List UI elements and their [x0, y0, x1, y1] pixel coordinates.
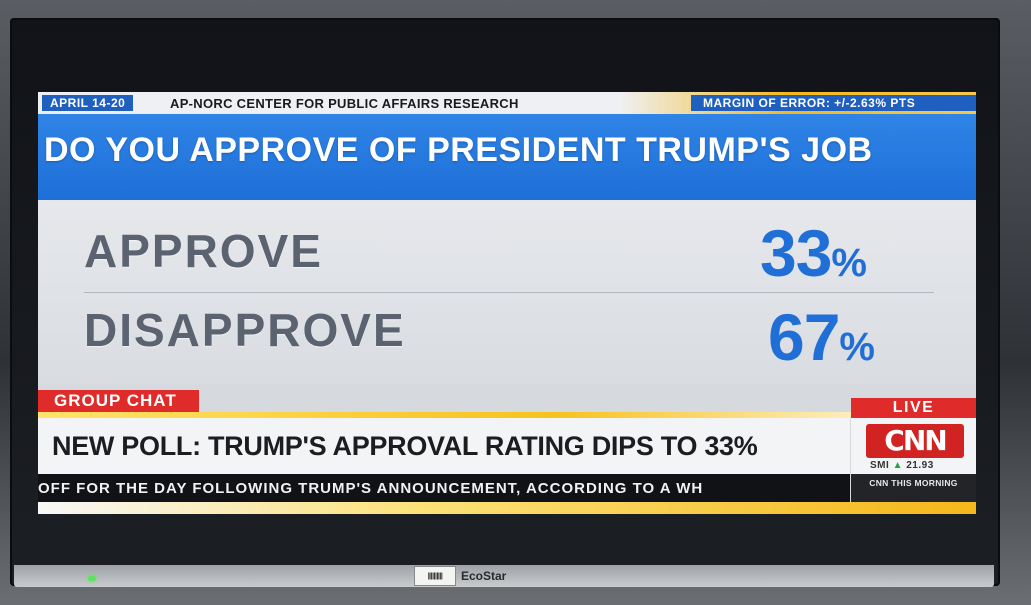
poll-question: DO YOU APPROVE OF PRESIDENT TRUMP'S JOB [44, 131, 873, 169]
cnn-logo-icon: CNN [866, 424, 964, 458]
power-led-icon [88, 576, 96, 581]
approve-value: 33% [760, 220, 867, 296]
news-crawl: OFF FOR THE DAY FOLLOWING TRUMP'S ANNOUN… [38, 480, 704, 497]
results-divider [84, 292, 934, 293]
bottom-accent-stripe [38, 502, 976, 514]
headline: NEW POLL: TRUMP'S APPROVAL RATING DIPS T… [52, 431, 758, 461]
accent-stripe [38, 412, 976, 418]
crawl-bar [38, 474, 850, 502]
question-bar [38, 114, 976, 200]
tv-bezel-bottom [14, 565, 994, 587]
show-name: CNN THIS MORNING [851, 474, 976, 502]
disapprove-unit: % [839, 325, 875, 369]
poll-source: AP-NORC CENTER FOR PUBLIC AFFAIRS RESEAR… [170, 96, 519, 111]
live-badge: LIVE [851, 398, 976, 418]
stock-symbol: SMI [870, 460, 890, 471]
disapprove-label: DISAPPROVE [84, 304, 406, 356]
tv-brand-label: EcoStar [461, 569, 507, 583]
barcode-sticker: |||||||||| [414, 566, 456, 586]
headline-bar [38, 418, 850, 474]
disapprove-value: 67% [768, 304, 875, 380]
tv-brand: |||||||||| EcoStar [414, 566, 506, 586]
approve-unit: % [831, 241, 867, 285]
poll-date-tag: APRIL 14-20 [42, 95, 134, 111]
stock-ticker: SMI ▲ 21.93 [870, 460, 934, 471]
margin-of-error: MARGIN OF ERROR: +/-2.63% PTS [691, 95, 976, 111]
segment-tag: GROUP CHAT [38, 390, 199, 412]
disapprove-number: 67 [768, 300, 840, 374]
approve-number: 33 [760, 216, 832, 290]
approve-label: APPROVE [84, 225, 323, 277]
stock-value: 21.93 [906, 460, 934, 471]
tv-screen: APRIL 14-20 AP-NORC CENTER FOR PUBLIC AF… [38, 92, 976, 514]
up-arrow-icon: ▲ [892, 460, 903, 471]
